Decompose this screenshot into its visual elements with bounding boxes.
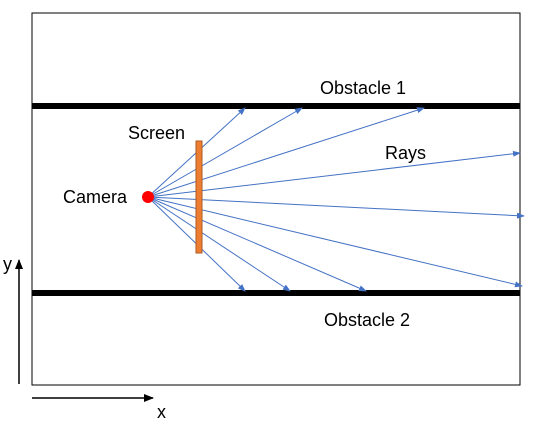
ray bbox=[147, 196, 525, 219]
obstacle-1-label: Obstacle 1 bbox=[320, 78, 406, 98]
ray bbox=[147, 196, 367, 292]
ray bbox=[147, 196, 291, 292]
ray bbox=[147, 196, 523, 288]
rays-label: Rays bbox=[385, 143, 426, 163]
y-axis-label: y bbox=[3, 254, 12, 274]
obstacle-2-label: Obstacle 2 bbox=[324, 310, 410, 330]
ray bbox=[147, 107, 425, 198]
x-axis-label: x bbox=[157, 402, 166, 422]
ray bbox=[147, 107, 303, 198]
screen-label: Screen bbox=[128, 123, 185, 143]
ray bbox=[147, 150, 521, 198]
camera-dot bbox=[142, 191, 154, 203]
camera-label: Camera bbox=[63, 187, 128, 207]
screen-rect bbox=[195, 140, 203, 254]
scene-frame bbox=[31, 12, 521, 386]
rays-group bbox=[147, 107, 525, 292]
